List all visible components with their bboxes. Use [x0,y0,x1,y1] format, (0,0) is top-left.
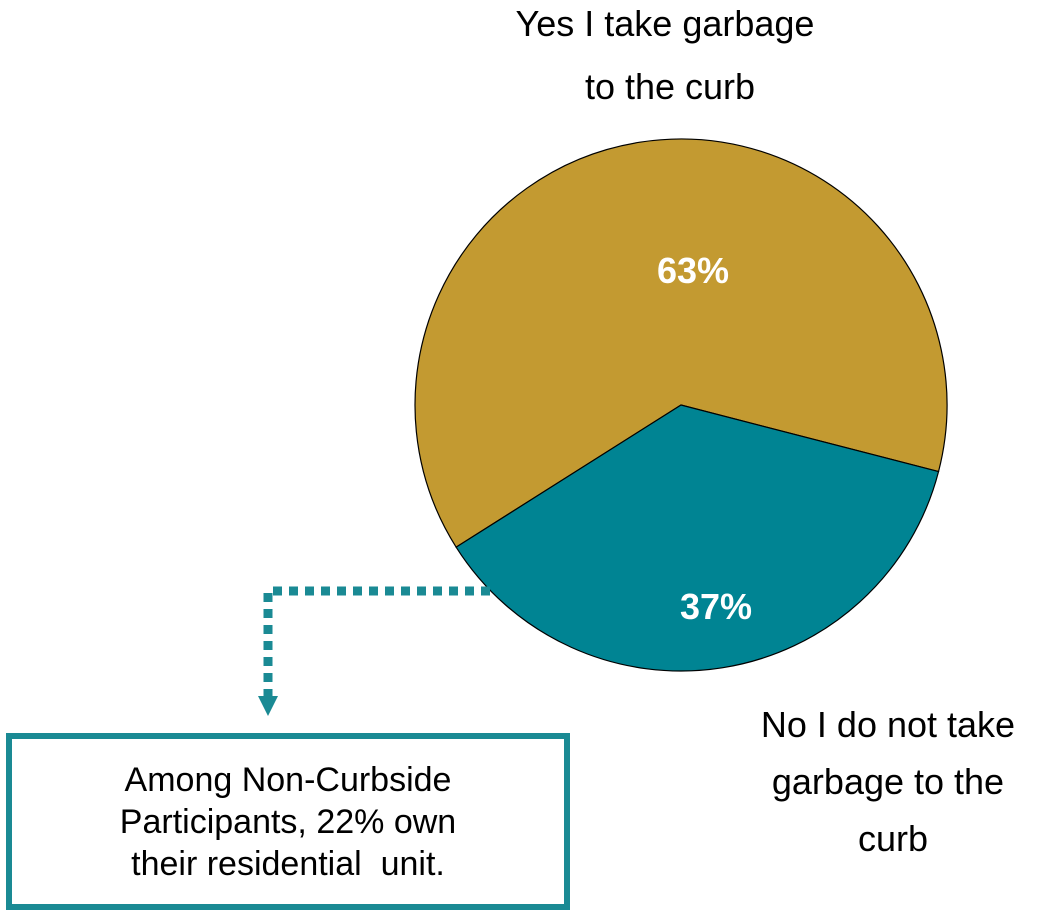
slice-value-label-no: 37% [680,586,752,627]
slice-category-label-yes-line-1: Yes I take garbage [516,3,815,44]
slice-category-label-no-line-3: curb [858,818,928,859]
callout-text-line-1: Among Non-Curbside [124,760,452,799]
slice-category-label-yes-line-2: to the curb [585,66,755,107]
callout-box: Among Non-Curbside Participants, 22% own… [6,733,570,910]
callout-arrow-head [258,696,278,716]
pie-slice-yes [414,138,948,548]
callout-connector [258,586,490,716]
callout-connector-line [263,586,490,696]
slice-category-label-yes: Yes I take garbage to the curb [516,3,825,107]
slice-value-label-yes: 63% [657,250,729,291]
callout-text-line-3: their residential unit. [131,844,445,883]
pie-slice-no [455,404,940,672]
slice-category-label-no: No I do not take garbage to the curb [761,704,1025,859]
pie-slices [414,138,948,672]
slice-category-label-no-line-2: garbage to the [772,761,1004,802]
callout-text-line-2: Participants, 22% own [119,802,457,841]
slice-category-label-no-line-1: No I do not take [761,704,1015,745]
